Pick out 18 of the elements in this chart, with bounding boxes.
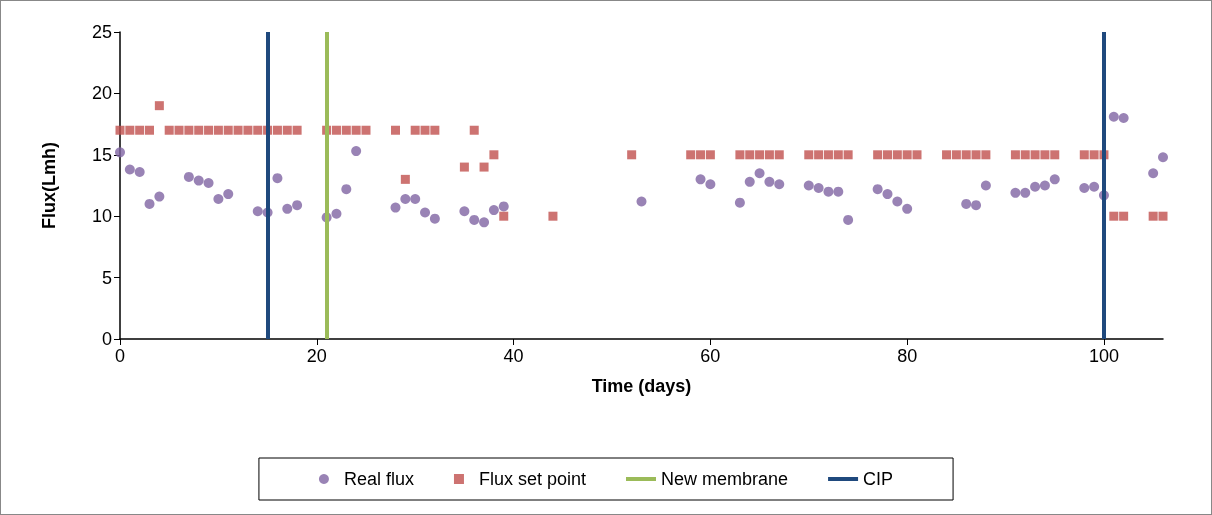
legend-label: Real flux bbox=[343, 469, 414, 489]
y-tick-label: 15 bbox=[91, 144, 112, 165]
x-tick-label: 100 bbox=[1088, 346, 1119, 366]
x-tick-label: 80 bbox=[897, 346, 918, 366]
x-tick-label: 40 bbox=[503, 346, 524, 366]
y-tick-label: 10 bbox=[91, 206, 112, 227]
x-tick-label: 20 bbox=[306, 346, 327, 366]
y-axis-title: Flux(Lmh) bbox=[39, 142, 59, 229]
legend-label: New membrane bbox=[661, 469, 789, 489]
x-tick-label: 60 bbox=[700, 346, 721, 366]
legend-label: Flux set point bbox=[478, 469, 587, 489]
y-tick-label: 20 bbox=[91, 83, 112, 104]
y-tick-label: 25 bbox=[91, 22, 112, 42]
legend-label: CIP bbox=[863, 469, 894, 489]
x-tick-label: 0 bbox=[114, 346, 126, 366]
y-tick-label: 5 bbox=[101, 267, 112, 288]
x-axis-title: Time (days) bbox=[591, 376, 692, 396]
y-tick-label: 0 bbox=[101, 329, 112, 349]
